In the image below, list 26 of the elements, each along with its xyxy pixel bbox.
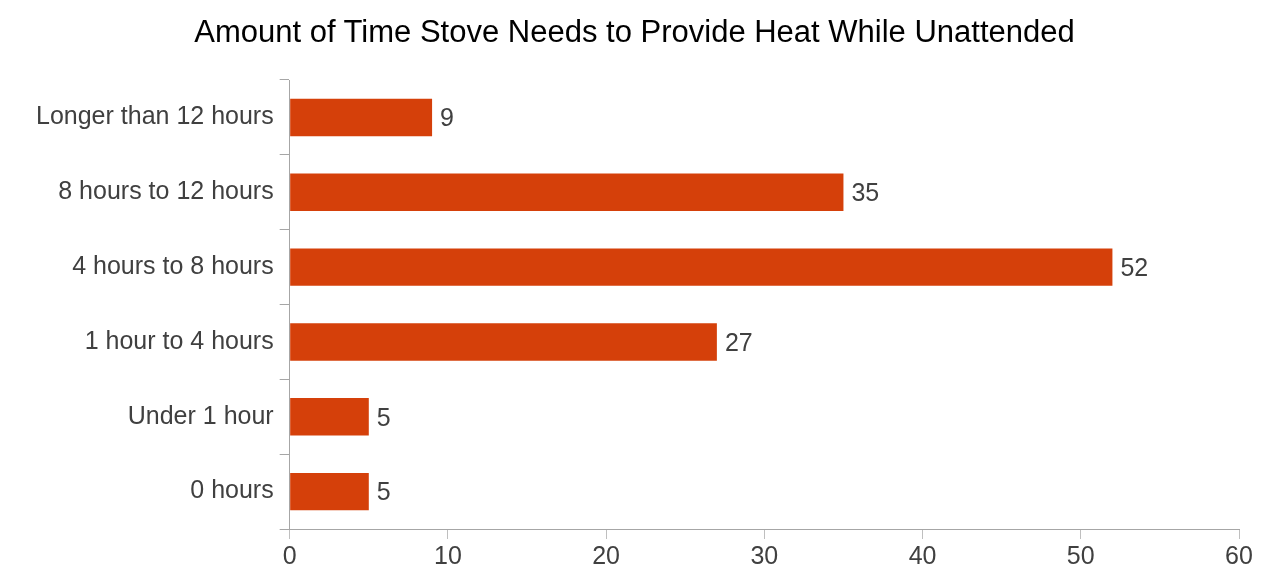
y-tick-label: Longer than 12 hours [36, 101, 274, 130]
y-tick-label: 8 hours to 12 hours [58, 176, 274, 205]
y-tick-label: 4 hours to 8 hours [72, 250, 274, 279]
bar [290, 323, 717, 361]
bar [290, 398, 369, 436]
y-tick-label: Under 1 hour [127, 400, 274, 429]
data-label: 5 [376, 477, 391, 506]
data-label: 35 [851, 178, 880, 207]
bar [290, 98, 433, 137]
chart-title: Amount of Time Stove Needs to Provide Heat While Unattended [193, 14, 1076, 50]
y-tick-label: 0 hours [190, 475, 274, 504]
bar [290, 173, 844, 211]
data-label: 5 [376, 402, 391, 431]
x-tick-label: 30 [750, 540, 779, 569]
x-tick-label: 40 [908, 540, 937, 569]
data-label: 52 [1120, 252, 1149, 281]
bar [290, 248, 1113, 286]
data-label: 27 [724, 327, 753, 356]
data-label: 9 [440, 103, 454, 132]
bar [290, 472, 369, 511]
x-tick-label: 0 [282, 540, 297, 569]
x-tick-label: 20 [592, 540, 621, 569]
y-tick-label: 1 hour to 4 hours [84, 325, 274, 354]
x-tick-label: 10 [434, 540, 462, 569]
x-tick-label: 60 [1225, 540, 1253, 569]
x-tick-label: 50 [1066, 540, 1095, 569]
